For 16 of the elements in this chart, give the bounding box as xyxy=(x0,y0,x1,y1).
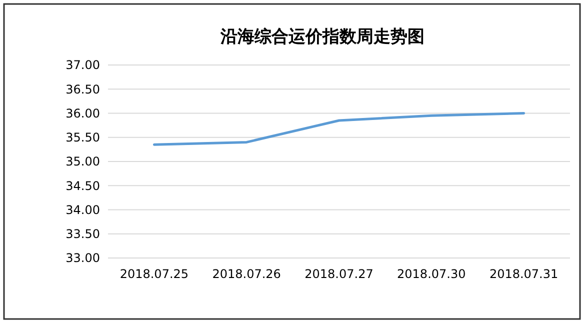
y-tick-label: 34.00 xyxy=(66,202,100,217)
y-tick-label: 35.50 xyxy=(66,130,100,145)
y-tick-label: 36.00 xyxy=(66,106,100,120)
x-tick-label: 2018.07.26 xyxy=(212,267,281,281)
x-tick-label: 2018.07.25 xyxy=(120,267,189,281)
y-tick-label: 37.00 xyxy=(66,58,100,72)
x-tick-label: 2018.07.31 xyxy=(489,267,558,281)
y-tick-label: 33.00 xyxy=(66,251,100,266)
x-tick-label: 2018.07.27 xyxy=(304,267,374,281)
line-series xyxy=(152,112,526,146)
y-tick-label: 35.00 xyxy=(66,154,100,169)
x-tick-label: 2018.07.30 xyxy=(397,267,466,281)
y-tick-label: 33.50 xyxy=(66,227,100,242)
y-tick-label: 36.50 xyxy=(66,82,100,96)
chart-title: 沿海综合运价指数周走势图 xyxy=(220,27,424,47)
y-tick-label: 34.50 xyxy=(66,178,100,193)
